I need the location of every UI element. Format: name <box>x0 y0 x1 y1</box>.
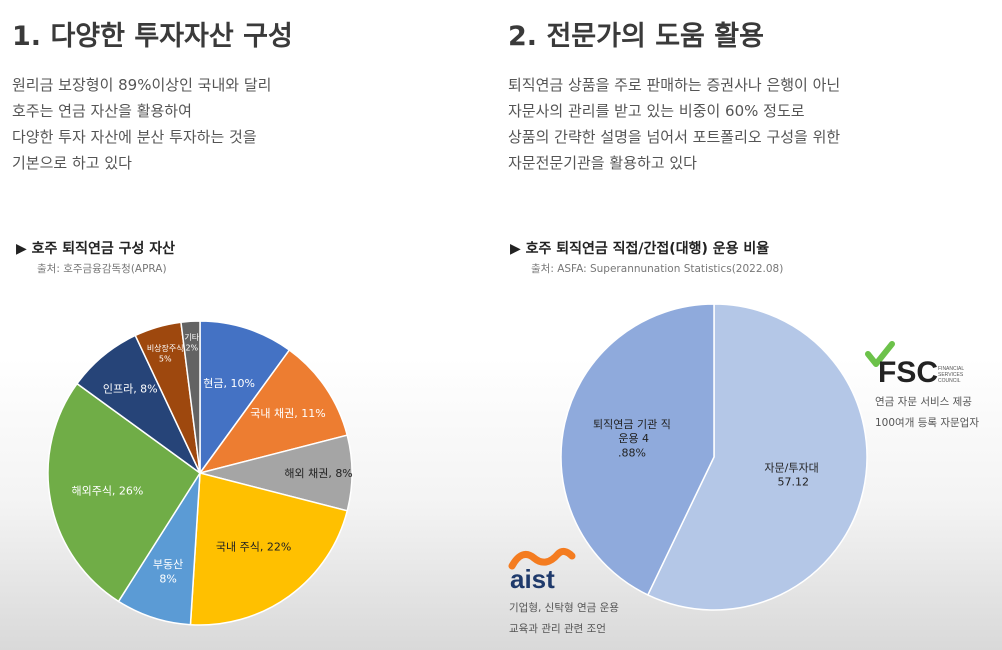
right-desc-line: 자문사의 관리를 받고 있는 비중이 60% 정도로 <box>508 102 805 120</box>
left-desc-line: 호주는 연금 자산을 활용하여 <box>12 102 192 120</box>
fsc-logo: FSC FINANCIAL SERVICES COUNCIL <box>865 341 964 389</box>
pie1-slice <box>198 348 349 475</box>
aist-caption: 기업형, 신탁형 연금 운용 교육과 관리 관련 조언 <box>509 598 619 640</box>
aist-caption-line: 기업형, 신탁형 연금 운용 <box>509 602 619 614</box>
pie1-slice <box>189 472 349 626</box>
pie2-slice-label: 자문/투자대 57.12 <box>764 461 818 488</box>
left-desc-line: 기본으로 하고 있다 <box>12 154 132 172</box>
pie1-slice-label: 국내 채권, 11% <box>250 407 325 420</box>
chart1-source: 출처: 호주금융감독청(APRA) <box>37 263 167 275</box>
fsc-caption: 연금 자문 서비스 제공 100여개 등록 자문업자 <box>875 392 979 434</box>
fsc-caption-line: 연금 자문 서비스 제공 <box>875 396 972 408</box>
fsc-caption-line: 100여개 등록 자문업자 <box>875 417 979 429</box>
right-desc-line: 자문전문기관을 활용하고 있다 <box>508 154 697 172</box>
chart2-source: 출처: ASFA: Superannunation Statistics(202… <box>531 263 784 275</box>
left-desc-line: 다양한 투자 자산에 분산 투자하는 것을 <box>12 128 257 146</box>
fsc-logo-text: FSC <box>878 356 938 389</box>
pie1-slice <box>199 320 291 476</box>
pie1-slice <box>47 382 202 603</box>
pie2-slice <box>646 303 868 611</box>
pie1-slice-label: 인프라, 8% <box>103 383 158 396</box>
aist-logo: aist <box>508 547 576 592</box>
pie1-slice-label: 해외 채권, 8% <box>284 466 352 480</box>
pie1-slice-label: 부동산 8% <box>153 558 183 585</box>
chart2-title: ▶ 호주 퇴직연금 직접/간접(대행) 운용 비율 <box>510 241 770 257</box>
pie1-slice-label: 국내 주식, 22% <box>216 541 291 554</box>
asset-composition-pie: 현금, 10% 국내 채권, 11% 해외 채권, 8% 국내 주식, 22% 부동산 8… <box>47 320 353 626</box>
right-description: 퇴직연금 상품을 주로 판매하는 증권사나 은행이 아닌 자문사의 관리를 받고… <box>508 72 988 176</box>
management-ratio-pie: 자문/투자대 57.12 퇴직연금 기관 직 운용 4.88% <box>560 303 868 611</box>
right-heading: 2. 전문가의 도움 활용 <box>508 21 764 52</box>
fsc-logo-small: COUNCIL <box>938 378 961 384</box>
pie1-slice-label: 비상장주식 5% <box>147 343 184 363</box>
left-heading: 1. 다양한 투자자산 구성 <box>12 21 293 52</box>
aist-caption-line: 교육과 관리 관련 조언 <box>509 623 606 635</box>
pie1-slice-label: 기타 2% <box>184 333 199 352</box>
fsc-logo-small: SERVICES <box>938 372 964 378</box>
fsc-logo-small: FINANCIAL <box>938 366 964 372</box>
right-desc-line: 상품의 간략한 설명을 넘어서 포트폴리오 구성을 위한 <box>508 128 841 146</box>
chart1-title: ▶ 호주 퇴직연금 구성 자산 <box>16 241 176 257</box>
pie2-slice-label: 퇴직연금 기관 직 운용 4.88% <box>593 418 671 460</box>
right-desc-line: 퇴직연금 상품을 주로 판매하는 증권사나 은행이 아닌 <box>508 76 841 94</box>
aist-logo-text: aist <box>510 564 555 592</box>
pie1-slice-label: 현금, 10% <box>203 377 255 390</box>
pie1-slice <box>180 320 201 474</box>
pie2-slice <box>560 303 715 596</box>
left-desc-line: 원리금 보장형이 89%이상인 국내와 달리 <box>12 76 272 94</box>
pie1-slice-label: 해외주식, 26% <box>71 484 143 498</box>
left-description: 원리금 보장형이 89%이상인 국내와 달리 호주는 연금 자산을 활용하여 다… <box>12 72 452 176</box>
